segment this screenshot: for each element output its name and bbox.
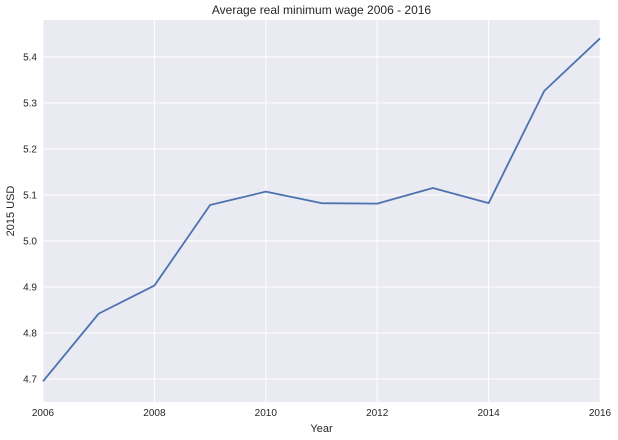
y-tick-label: 5.2 <box>23 144 37 155</box>
y-tick-label: 4.8 <box>23 328 37 339</box>
x-axis-ticks: 2006 2008 2010 2012 2014 2016 <box>32 408 612 419</box>
y-tick-label: 4.7 <box>23 374 37 385</box>
y-tick-label: 5.1 <box>23 190 37 201</box>
y-tick-label: 4.9 <box>23 282 37 293</box>
chart-title: Average real minimum wage 2006 - 2016 <box>212 3 432 17</box>
x-tick-label: 2014 <box>477 408 500 419</box>
y-axis-label: 2015 USD <box>5 186 17 237</box>
x-grid <box>42 20 601 402</box>
x-tick-label: 2016 <box>589 408 612 419</box>
x-tick-label: 2008 <box>143 408 166 419</box>
x-axis-label: Year <box>310 423 333 435</box>
y-tick-label: 5.0 <box>23 236 37 247</box>
x-tick-label: 2010 <box>255 408 278 419</box>
series-line <box>42 37 601 382</box>
x-tick-label: 2012 <box>366 408 389 419</box>
x-tick-label: 2006 <box>32 408 55 419</box>
y-tick-label: 5.4 <box>23 52 37 63</box>
y-tick-label: 5.3 <box>23 98 37 109</box>
series-group <box>42 37 601 382</box>
plot-area <box>43 20 600 402</box>
y-axis-ticks: 4.7 4.8 4.9 5.0 5.1 5.2 5.3 5.4 <box>23 52 37 385</box>
y-grid <box>43 56 600 380</box>
